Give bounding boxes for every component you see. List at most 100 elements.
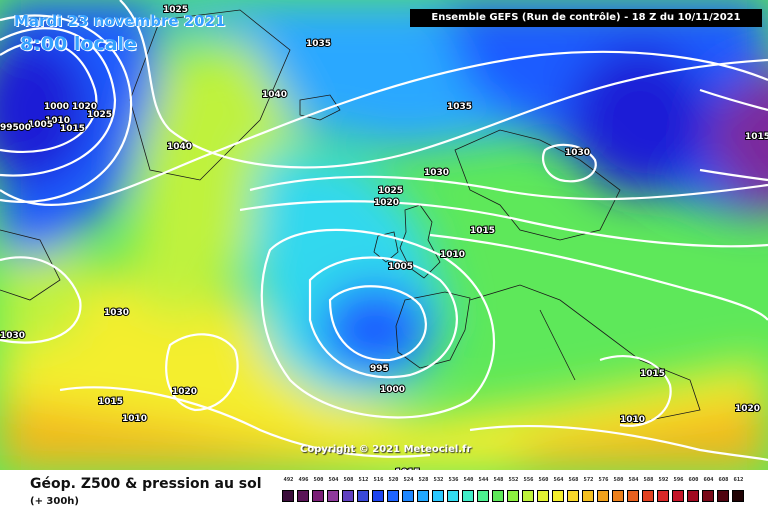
- isobar-label: 1015: [60, 124, 85, 134]
- scale-label: 596: [673, 477, 684, 483]
- legend-bar: Géop. Z500 & pression au sol (+ 300h) 49…: [0, 470, 768, 512]
- run-title: Ensemble GEFS (Run de contrôle) - 18 Z d…: [410, 9, 762, 27]
- scale-label: 492: [283, 477, 294, 483]
- scale-swatch: [702, 490, 714, 502]
- scale-label: 584: [628, 477, 639, 483]
- scale-swatch: [582, 490, 594, 502]
- isobar-label: 1000: [6, 123, 31, 133]
- scale-swatch: [342, 490, 354, 502]
- isobar-label: 1000: [380, 385, 405, 395]
- product-name: Géop. Z500 & pression au sol: [30, 476, 262, 492]
- scale-swatch: [627, 490, 639, 502]
- scale-label: 520: [388, 477, 399, 483]
- copyright: Copyright © 2021 Meteociel.fr: [300, 444, 472, 455]
- coastlines: [0, 9, 701, 421]
- isobar-label: 1030: [565, 148, 590, 158]
- isobar-label: 1020: [374, 198, 399, 208]
- scale-label: 612: [733, 477, 744, 483]
- scale-label: 588: [643, 477, 654, 483]
- lead-time: (+ 300h): [30, 496, 79, 507]
- scale-swatch: [687, 490, 699, 502]
- isobar-label: 1010: [45, 116, 70, 126]
- isobar-label: 1030: [0, 331, 25, 341]
- isobar-label: 1010: [122, 414, 147, 424]
- isobar-label: 1005: [28, 120, 53, 130]
- isobar-label: 1005: [388, 262, 413, 272]
- isobar-label: 1015: [745, 132, 768, 142]
- isobar-label: 1015: [395, 468, 420, 470]
- isobar-label: 1015: [640, 369, 665, 379]
- scale-label: 508: [343, 477, 354, 483]
- weather-map: 1025103510201025101510101005100099510001…: [0, 0, 768, 470]
- isobar-label: 1010: [620, 415, 645, 425]
- scale-swatch: [282, 490, 294, 502]
- scale-swatch: [537, 490, 549, 502]
- scale-label: 540: [463, 477, 474, 483]
- forecast-time: 8:00 locale: [20, 33, 137, 55]
- scale-swatch: [462, 490, 474, 502]
- scale-label: 580: [613, 477, 624, 483]
- scale-label: 544: [478, 477, 489, 483]
- isobar-label: 1030: [104, 308, 129, 318]
- scale-label: 592: [658, 477, 669, 483]
- scale-swatch: [387, 490, 399, 502]
- scale-swatch: [552, 490, 564, 502]
- scale-swatch: [567, 490, 579, 502]
- scale-swatch: [597, 490, 609, 502]
- scale-label: 516: [373, 477, 384, 483]
- scale-label: 560: [538, 477, 549, 483]
- scale-swatch: [522, 490, 534, 502]
- scale-swatch: [717, 490, 729, 502]
- scale-label: 568: [568, 477, 579, 483]
- scale-swatch: [642, 490, 654, 502]
- scale-swatch: [507, 490, 519, 502]
- scale-swatch: [402, 490, 414, 502]
- isobar-label: 1020: [72, 102, 97, 112]
- scale-label: 524: [403, 477, 414, 483]
- scale-swatch: [672, 490, 684, 502]
- scale-label: 552: [508, 477, 519, 483]
- color-scale: 492 496 500 504 508 512 516 520 524 528 532 536 540 5…: [282, 477, 750, 505]
- scale-swatch: [312, 490, 324, 502]
- scale-swatch: [432, 490, 444, 502]
- scale-label: 576: [598, 477, 609, 483]
- isobar-label: 995: [0, 123, 19, 133]
- scale-label: 536: [448, 477, 459, 483]
- isobar-label: 1000: [44, 102, 69, 112]
- isobar-label: 995: [370, 364, 389, 374]
- scale-swatch: [447, 490, 459, 502]
- scale-label: 564: [553, 477, 564, 483]
- scale-label: 572: [583, 477, 594, 483]
- scale-label: 600: [688, 477, 699, 483]
- scale-label: 604: [703, 477, 714, 483]
- scale-label: 532: [433, 477, 444, 483]
- isobar-label: 1025: [378, 186, 403, 196]
- isobar-label: 1025: [163, 5, 188, 15]
- scale-swatch: [372, 490, 384, 502]
- isobar-label: 1015: [98, 397, 123, 407]
- scale-label: 504: [328, 477, 339, 483]
- scale-label: 556: [523, 477, 534, 483]
- scale-swatch: [612, 490, 624, 502]
- scale-swatch: [327, 490, 339, 502]
- scale-swatch: [477, 490, 489, 502]
- scale-swatch: [417, 490, 429, 502]
- scale-label: 512: [358, 477, 369, 483]
- forecast-date: Mardi 23 novembre 2021: [14, 12, 226, 30]
- isobars: [0, 0, 768, 462]
- isobar-label: 1015: [470, 226, 495, 236]
- isobar-label: 1025: [87, 110, 112, 120]
- scale-swatch: [297, 490, 309, 502]
- isobar-label: 1040: [167, 142, 192, 152]
- isobar-label: 1020: [172, 387, 197, 397]
- isobar-label: 1035: [447, 102, 472, 112]
- isobar-label: 1030: [424, 168, 449, 178]
- scale-swatch: [657, 490, 669, 502]
- scale-label: 500: [313, 477, 324, 483]
- isobar-label: 1010: [440, 250, 465, 260]
- isobar-label: 1040: [262, 90, 287, 100]
- scale-swatch: [357, 490, 369, 502]
- isobar-label: 1020: [735, 404, 760, 414]
- scale-label: 528: [418, 477, 429, 483]
- isobar-labels: 1025103510201025101510101005100099510001…: [0, 4, 768, 470]
